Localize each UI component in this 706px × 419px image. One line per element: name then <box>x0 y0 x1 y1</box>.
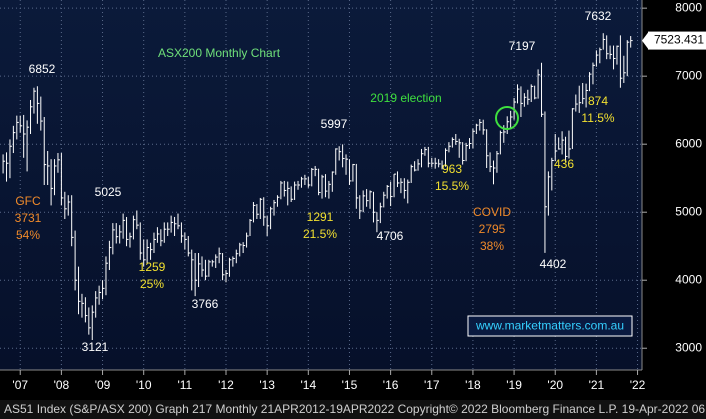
y-tick-label: 3000 <box>675 340 702 354</box>
annotation: 7197 <box>509 39 536 53</box>
annotation: 436 <box>554 157 574 171</box>
y-tick-label: 4000 <box>675 272 702 286</box>
annotation: 874 <box>588 94 608 108</box>
y-tick-label: 7000 <box>675 68 702 82</box>
x-tick-label: '16 <box>383 378 399 392</box>
x-tick-label: '10 <box>136 378 152 392</box>
x-tick-label: '07 <box>12 378 28 392</box>
annotation: 4706 <box>377 229 404 243</box>
chart-title: ASX200 Monthly Chart <box>158 46 281 60</box>
plot-area <box>0 0 642 370</box>
annotation: 2019 election <box>370 91 441 105</box>
x-tick-label: '19 <box>506 378 522 392</box>
annotation: 3731 <box>15 211 42 225</box>
x-tick-label: '14 <box>300 378 316 392</box>
x-tick-label: '11 <box>177 378 192 392</box>
y-tick-label: 8000 <box>675 0 702 14</box>
y-tick-label: 6000 <box>675 136 702 150</box>
footer-band <box>0 400 706 419</box>
last-price-pointer <box>642 32 648 49</box>
last-price-label: 7523.431 <box>654 33 704 47</box>
annotation: GFC <box>15 194 41 208</box>
link-box[interactable] <box>467 315 633 337</box>
x-tick-label: '12 <box>218 378 234 392</box>
annotation: 1291 <box>307 210 334 224</box>
x-tick-label: '13 <box>259 378 275 392</box>
y-tick-label: 5000 <box>675 204 702 218</box>
annotation: 2795 <box>479 222 506 236</box>
link-text[interactable]: www.marketmatters.com.au <box>475 319 624 333</box>
annotation: 4402 <box>540 257 567 271</box>
annotation: 1259 <box>139 260 166 274</box>
annotation: 5997 <box>321 117 348 131</box>
annotation: COVID <box>473 205 511 219</box>
annotation: 38% <box>480 239 504 253</box>
x-tick-label: '20 <box>547 378 563 392</box>
annotation: 11.5% <box>581 111 614 125</box>
footer-text: AS51 Index (S&P/ASX 200) Graph 217 Month… <box>4 402 706 416</box>
annotation: 21.5% <box>303 227 337 241</box>
last-price-box <box>648 31 706 50</box>
annotation: 54% <box>16 228 40 242</box>
annotation: 6852 <box>29 62 56 76</box>
annotation: 7632 <box>585 9 612 23</box>
x-tick-label: '15 <box>342 378 358 392</box>
annotation: 3766 <box>192 297 219 311</box>
x-tick-label: '08 <box>54 378 70 392</box>
x-tick-label: '22 <box>630 378 646 392</box>
x-tick-label: '17 <box>424 378 440 392</box>
x-tick-label: '18 <box>465 378 481 392</box>
annotation: 25% <box>140 277 164 291</box>
highlight-circle <box>495 106 519 130</box>
x-tick-label: '09 <box>95 378 111 392</box>
annotation: 3121 <box>82 340 109 354</box>
annotation: 5025 <box>95 185 122 199</box>
annotation: 15.5% <box>435 179 469 193</box>
x-tick-label: '21 <box>589 378 605 392</box>
annotation: 963 <box>442 162 462 176</box>
